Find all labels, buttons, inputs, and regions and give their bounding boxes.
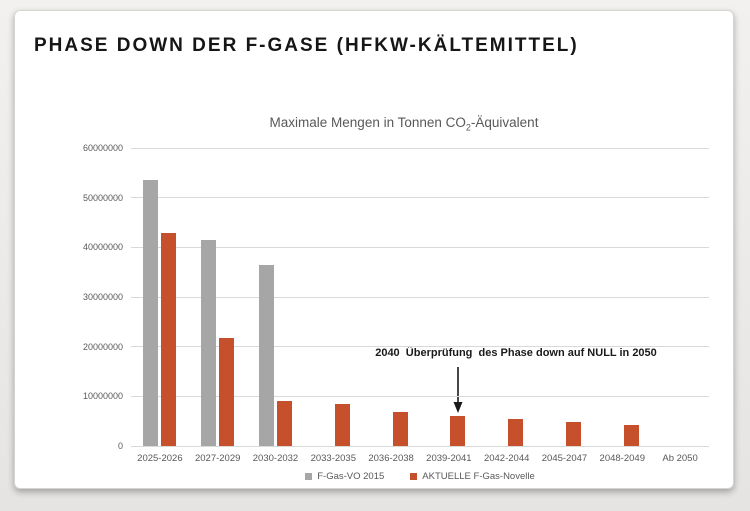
bar-F-Gas-VO 2015-2025-2026 [143, 180, 159, 446]
x-axis-tick-label: 2045-2047 [541, 453, 588, 464]
y-axis-tick-label: 50000000 [82, 192, 123, 203]
category-group-2030-2032 [247, 148, 305, 446]
y-axis-tick-label: 60000000 [82, 143, 123, 153]
plot-area: 2040 Überprüfung des Phase down auf NULL… [131, 147, 709, 447]
legend-swatch-icon [305, 473, 313, 480]
x-axis-tick-label: 2036-2038 [368, 453, 414, 464]
chart-title-subscript: 2 [465, 122, 471, 133]
category-group-2042-2044 [478, 148, 536, 446]
y-axis-tick-label: 20000000 [82, 341, 123, 352]
category-group-2039-2041 [420, 148, 478, 446]
chart-title-pre: Maximale Mengen in Tonnen CO [269, 115, 466, 130]
x-axis-tick-label: 2042-2044 [483, 453, 530, 464]
page-title: PHASE DOWN DER F-GASE (HFKW-KÄLTEMITTEL) [34, 35, 579, 56]
x-axis-tick-label: 2039-2041 [426, 453, 472, 464]
x-axis-tick-label: Ab 2050 [662, 453, 698, 464]
category-group-Ab 2050 [651, 148, 709, 446]
bar-AKTUELLE F-Gas-Novelle-2036-2038 [392, 412, 408, 446]
gridline [131, 147, 709, 149]
x-axis-tick-label: 2027-2029 [194, 453, 241, 464]
bar-AKTUELLE F-Gas-Novelle-2025-2026 [161, 232, 177, 446]
gridline [131, 296, 709, 298]
y-axis-tick-label: 0 [117, 441, 123, 451]
bar-AKTUELLE F-Gas-Novelle-2045-2047 [565, 422, 581, 446]
bar-F-Gas-VO 2015-2027-2029 [201, 239, 217, 446]
x-axis-tick-label: 2048-2049 [599, 453, 645, 464]
x-axis-tick-label: 2025-2026 [137, 453, 183, 464]
category-group-2033-2035 [304, 148, 362, 446]
gridline [131, 445, 709, 447]
bar-AKTUELLE F-Gas-Novelle-2027-2029 [219, 338, 235, 446]
gridline [131, 395, 709, 397]
gridline [131, 197, 709, 199]
annotation-arrow-icon [453, 367, 463, 413]
legend-label: F-Gas-VO 2015 [317, 471, 385, 482]
category-group-2045-2047 [536, 148, 594, 446]
annotation-label: 2040 Überprüfung des Phase down auf NULL… [375, 347, 657, 359]
bars-row [131, 148, 709, 446]
chart-title-post: -Äquivalent [470, 115, 539, 130]
x-axis: 2025-2026 2027-2029 2030-2032 2033-2035 2036… [131, 453, 709, 464]
category-group-2048-2049 [593, 148, 651, 446]
y-axis: 0 10000000 20000000 30000000 40000000 5000000… [15, 143, 123, 451]
chart-card: PHASE DOWN DER F-GASE (HFKW-KÄLTEMITTEL)… [14, 10, 734, 489]
bar-AKTUELLE F-Gas-Novelle-2048-2049 [623, 425, 639, 446]
y-axis-tick-label: 10000000 [82, 391, 123, 402]
chart-title: Maximale Mengen in Tonnen CO2-Äquivalent [115, 115, 693, 133]
bar-AKTUELLE F-Gas-Novelle-2042-2044 [508, 418, 524, 446]
y-axis-tick-label: 40000000 [82, 242, 123, 253]
category-group-2036-2038 [362, 148, 420, 446]
legend-item-F-Gas-VO 2015: F-Gas-VO 2015 [305, 471, 384, 482]
gridline [131, 346, 709, 348]
y-axis-tick-label: 30000000 [82, 292, 123, 302]
x-axis-tick-label: 2033-2035 [310, 453, 356, 464]
legend: F-Gas-VO 2015 AKTUELLE F-Gas-Novelle [131, 471, 709, 482]
bar-F-Gas-VO 2015-2030-2032 [258, 264, 274, 446]
legend-swatch-icon [410, 473, 418, 480]
legend-item-AKTUELLE F-Gas-Novelle: AKTUELLE F-Gas-Novelle [410, 471, 535, 482]
bar-AKTUELLE F-Gas-Novelle-2039-2041 [450, 415, 466, 446]
gridline [131, 246, 709, 248]
bar-AKTUELLE F-Gas-Novelle-2033-2035 [334, 404, 350, 446]
category-group-2025-2026 [131, 148, 189, 446]
category-group-2027-2029 [189, 148, 247, 446]
x-axis-tick-label: 2030-2032 [252, 453, 299, 464]
bar-AKTUELLE F-Gas-Novelle-2030-2032 [276, 400, 292, 446]
legend-label: AKTUELLE F-Gas-Novelle [422, 471, 535, 482]
